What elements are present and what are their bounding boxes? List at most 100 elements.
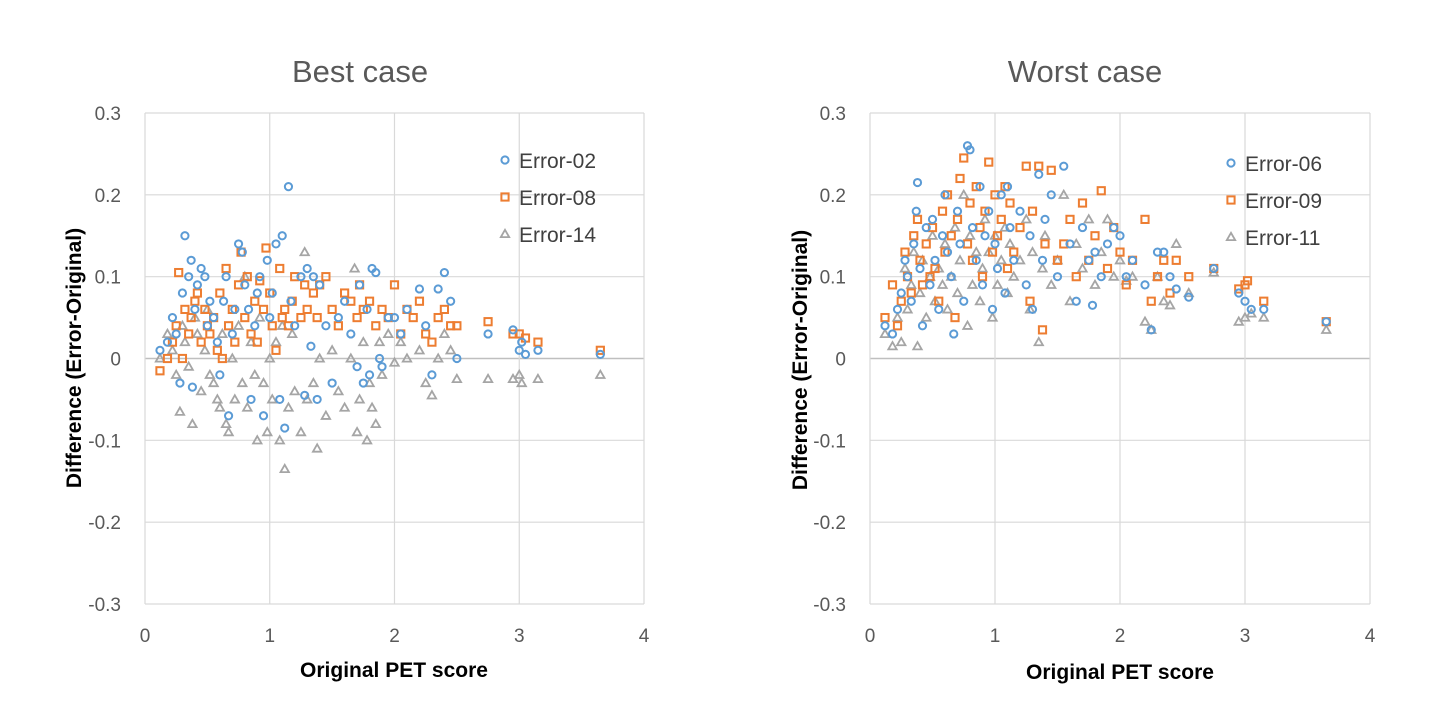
- data-point: [298, 246, 311, 257]
- data-point: [970, 246, 983, 257]
- data-point: [377, 304, 387, 314]
- data-point: [240, 280, 250, 290]
- data-point: [995, 254, 1008, 265]
- data-point: [941, 303, 954, 314]
- legend-marker-circle: [1226, 158, 1236, 168]
- data-point: [215, 288, 225, 298]
- data-point: [980, 206, 990, 216]
- data-point: [1065, 239, 1075, 249]
- data-point: [1052, 255, 1063, 265]
- data-point: [949, 329, 959, 339]
- data-point: [186, 417, 199, 429]
- data-point: [389, 312, 400, 323]
- data-point: [278, 462, 291, 474]
- data-point: [296, 312, 306, 323]
- y-tick-label: 0.2: [820, 186, 846, 207]
- legend: Error-02 Error-08 Error-14: [499, 150, 596, 247]
- data-point: [280, 423, 290, 433]
- data-point: [155, 366, 165, 376]
- data-point: [302, 304, 312, 314]
- data-point: [307, 377, 320, 388]
- data-point: [388, 356, 401, 367]
- data-point: [352, 312, 362, 323]
- data-point: [266, 393, 278, 404]
- legend-label: Error-02: [519, 150, 596, 173]
- chart-title: Best case: [292, 54, 428, 89]
- data-point: [1020, 213, 1033, 224]
- data-point: [1015, 222, 1025, 233]
- data-point: [348, 262, 361, 273]
- y-tick-label: -0.1: [813, 431, 846, 452]
- data-point: [1114, 254, 1126, 265]
- data-point: [221, 272, 231, 282]
- x-axis-label: Original PET score: [300, 659, 488, 682]
- data-point: [1321, 317, 1331, 327]
- data-point: [218, 296, 229, 306]
- x-tick-label: 4: [639, 626, 650, 647]
- data-point: [937, 231, 948, 241]
- y-tick-label: 0.3: [820, 104, 846, 125]
- data-point: [361, 434, 373, 445]
- data-point: [892, 304, 903, 314]
- data-point: [275, 263, 285, 274]
- data-point: [1046, 165, 1056, 175]
- data-point: [1039, 229, 1051, 240]
- data-point: [217, 353, 227, 364]
- data-point: [154, 352, 166, 363]
- data-point: [1007, 270, 1020, 281]
- y-tick-label: 0.1: [820, 268, 846, 289]
- data-point: [991, 278, 1004, 289]
- data-point: [979, 213, 991, 224]
- data-point: [1034, 169, 1044, 179]
- data-point: [382, 327, 395, 339]
- data-point: [300, 390, 310, 400]
- data-point: [286, 327, 298, 339]
- data-point: [162, 337, 173, 347]
- data-point: [200, 304, 210, 314]
- data-point: [374, 353, 385, 364]
- data-point: [376, 368, 388, 379]
- data-point: [595, 349, 605, 360]
- y-tick-labels: 0.3 0.2 0.1 0 -0.1 -0.2 -0.3: [813, 104, 846, 616]
- data-point: [1171, 255, 1181, 265]
- y-tick-labels: 0.3 0.2 0.1 0 -0.1 -0.2 -0.3: [88, 104, 121, 616]
- data-point: [177, 288, 188, 298]
- data-point: [1000, 288, 1010, 298]
- data-point: [1077, 198, 1088, 208]
- data-point: [321, 272, 331, 282]
- data-point: [1257, 311, 1270, 322]
- data-point: [414, 296, 425, 306]
- data-point: [912, 214, 923, 224]
- data-point: [186, 312, 196, 323]
- series-error-02: [155, 182, 605, 433]
- data-point: [171, 329, 181, 339]
- data-point: [250, 296, 260, 306]
- data-point: [984, 206, 994, 216]
- data-point: [1090, 231, 1100, 241]
- data-point: [927, 214, 938, 224]
- data-point: [482, 372, 494, 384]
- data-point: [308, 288, 319, 298]
- legend-marker-circle: [500, 155, 510, 165]
- data-point: [891, 311, 904, 322]
- data-point: [438, 327, 451, 339]
- data-point: [986, 311, 999, 322]
- data-point: [258, 411, 269, 421]
- data-point: [1026, 246, 1039, 257]
- data-point: [1320, 323, 1333, 334]
- data-point: [1071, 296, 1081, 306]
- data-point: [263, 352, 276, 363]
- data-point: [967, 255, 978, 265]
- data-point: [1165, 272, 1175, 282]
- data-point: [186, 255, 196, 265]
- data-point: [1184, 292, 1194, 302]
- data-point: [358, 378, 368, 388]
- data-points: [879, 141, 1333, 351]
- data-point: [914, 287, 926, 298]
- data-point: [286, 296, 296, 306]
- data-point: [243, 304, 254, 314]
- data-point: [312, 312, 322, 323]
- data-point: [1021, 280, 1031, 290]
- data-point: [1046, 190, 1056, 200]
